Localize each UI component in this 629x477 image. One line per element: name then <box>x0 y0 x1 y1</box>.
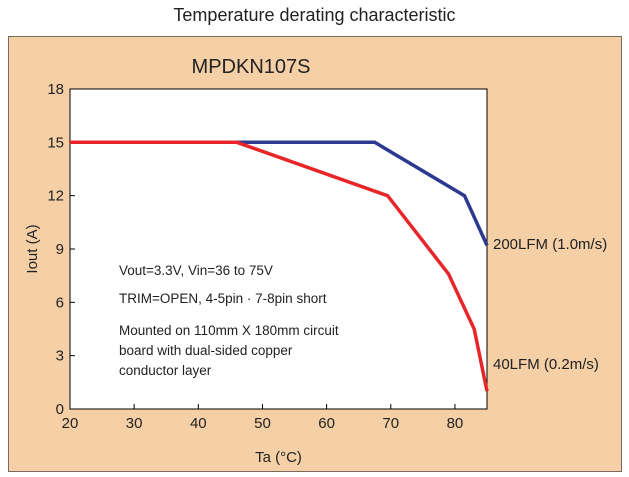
x-tick-label: 60 <box>318 415 335 432</box>
chart-title: MPDKN107S <box>192 56 311 78</box>
x-axis-label: Ta (°C) <box>255 449 302 466</box>
derating-chart: MPDKN107S 20 30 40 50 60 70 80 0 3 6 9 12 15 18 Vout=… <box>24 56 607 466</box>
annotation-line: TRIM=OPEN, 4-5pin · 7-8pin short <box>119 291 327 306</box>
y-axis-label: Iout (A) <box>24 224 41 273</box>
y-tick-label: 18 <box>47 81 64 98</box>
x-tick-label: 20 <box>62 415 79 432</box>
y-tick-label: 6 <box>56 294 64 311</box>
annotation-box <box>105 257 403 397</box>
chart-panel: MPDKN107S 20 30 40 50 60 70 80 0 3 6 9 12 15 18 Vout=… <box>8 36 622 472</box>
y-tick-label: 12 <box>47 188 64 205</box>
x-tick-label: 80 <box>447 415 464 432</box>
series-label: 40LFM (0.2m/s) <box>493 356 599 373</box>
series-line <box>70 140 489 392</box>
y-tick-label: 0 <box>56 401 64 418</box>
y-tick-label: 15 <box>47 134 64 151</box>
annotation-line: Vout=3.3V, Vin=36 to 75V <box>119 263 273 278</box>
annotation-line: board with dual-sided copper <box>119 343 293 358</box>
page-title: Temperature derating characteristic <box>173 5 456 25</box>
annotation-line: conductor layer <box>119 363 212 378</box>
y-tick-label: 3 <box>56 348 64 365</box>
x-tick-label: 70 <box>382 415 399 432</box>
y-tick-label: 9 <box>56 241 64 258</box>
series-label: 200LFM (1.0m/s) <box>493 236 607 253</box>
annotation-line: Mounted on 110mm X 180mm circuit <box>119 323 339 338</box>
x-tick-label: 30 <box>126 415 143 432</box>
x-tick-label: 40 <box>190 415 207 432</box>
x-tick-label: 50 <box>254 415 271 432</box>
